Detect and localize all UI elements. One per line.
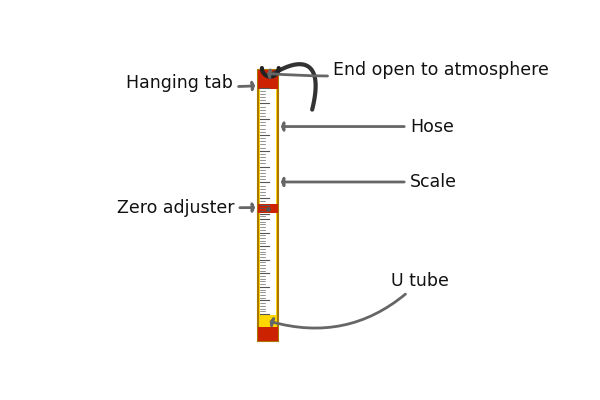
Bar xyxy=(260,89,277,101)
Text: U tube: U tube xyxy=(271,272,449,328)
Bar xyxy=(258,70,278,89)
Text: Hanging tab: Hanging tab xyxy=(126,74,253,92)
Bar xyxy=(260,315,277,327)
Bar xyxy=(258,70,278,341)
Bar xyxy=(260,89,277,213)
Text: Scale: Scale xyxy=(283,173,457,191)
Text: Hose: Hose xyxy=(283,118,454,136)
Text: Zero adjuster: Zero adjuster xyxy=(117,199,253,217)
Bar xyxy=(258,204,278,213)
Text: End open to atmosphere: End open to atmosphere xyxy=(269,60,549,78)
Bar xyxy=(258,327,278,341)
Bar xyxy=(260,204,277,315)
